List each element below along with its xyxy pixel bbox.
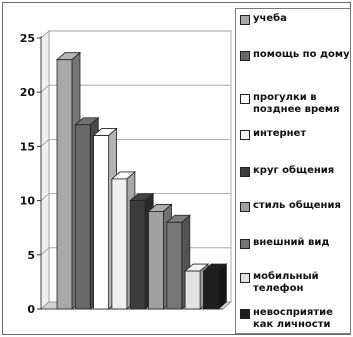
chart-frame: 0 5 10 15 20 25 учеба помощь по дому прогулки в… [2,2,351,335]
y-tick-label: 15 [20,140,35,153]
legend: учеба помощь по дому прогулки в позднее вр… [235,8,351,334]
legend-swatch [240,15,250,25]
legend-swatch [240,167,250,177]
y-tick-label: 0 [27,303,35,316]
bar-side [217,263,227,310]
legend-swatch [240,202,250,212]
legend-swatch [240,94,250,104]
legend-label: невосприятие как личности [253,307,333,330]
gridline [40,138,231,147]
chart-plot: 0 5 10 15 20 25 [20,30,233,316]
y-tick-label: 25 [20,32,35,45]
y-tick-label: 5 [27,249,35,262]
legend-label: интернет [253,128,307,139]
legend-label: учеба [253,13,287,24]
bar [93,135,109,310]
legend-label: круг общения [253,165,335,176]
legend-label: внешний вид [253,237,330,248]
bar [56,59,73,310]
y-tick-label: 20 [20,86,36,99]
legend-label: прогулки в позднее время [253,92,340,115]
legend-label: мобильный телефон [253,271,319,294]
legend-swatch [240,51,250,61]
legend-label: помощь по дому [253,49,350,60]
bar [166,221,183,310]
legend-swatch [240,309,250,319]
legend-label: стиль общения [253,200,341,211]
bar [202,270,219,310]
gridline [40,193,231,201]
bar [111,178,128,310]
legend-swatch [240,273,250,283]
gridline [40,30,231,39]
y-tick-label: 10 [20,195,36,208]
bar [148,211,164,310]
bar [184,270,201,310]
bar [129,200,146,310]
legend-swatch [240,239,250,249]
legend-swatch [240,130,250,140]
bar [74,124,91,310]
plot-side-wall [40,30,50,310]
gridline [40,84,231,93]
